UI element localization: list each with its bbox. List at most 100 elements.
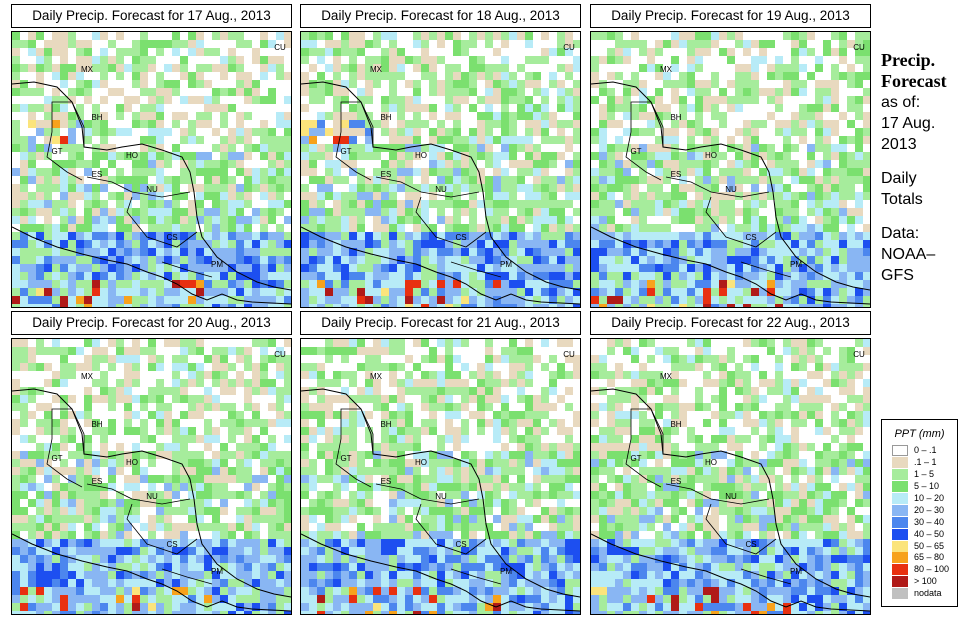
country-label: CU xyxy=(853,43,865,52)
legend-label: 80 – 100 xyxy=(914,564,950,575)
panel-title: Daily Precip. Forecast for 17 Aug., 2013 xyxy=(11,4,292,28)
country-label: HO xyxy=(415,151,427,160)
country-label: NU xyxy=(146,492,158,501)
country-label: PM xyxy=(211,567,223,576)
country-label: MX xyxy=(81,372,94,381)
country-border xyxy=(415,196,487,248)
country-border xyxy=(340,408,374,454)
data-source-line2: NOAA– xyxy=(881,246,936,263)
asof-year: 2013 xyxy=(881,136,917,153)
country-label: CU xyxy=(853,350,865,359)
coastline-south xyxy=(591,226,870,305)
country-label: GT xyxy=(340,147,351,156)
forecast-panel-aug19: Daily Precip. Forecast for 19 Aug., 2013… xyxy=(590,4,871,308)
country-border xyxy=(625,131,662,181)
country-border xyxy=(665,483,770,505)
country-border xyxy=(740,261,792,278)
legend-swatch xyxy=(892,528,908,540)
country-border xyxy=(51,408,85,454)
legend-swatch xyxy=(892,493,908,504)
country-label: MX xyxy=(660,372,673,381)
country-label: NU xyxy=(435,492,447,501)
country-label: BH xyxy=(91,420,102,429)
country-label: HO xyxy=(705,151,717,160)
legend-label: > 100 xyxy=(914,576,937,587)
country-label: GT xyxy=(51,454,62,463)
country-border xyxy=(86,176,191,198)
precip-grid xyxy=(591,32,870,307)
country-label: NU xyxy=(725,185,737,194)
precip-grid xyxy=(591,339,870,614)
legend-swatch xyxy=(892,481,908,493)
legend-item: 0 – .1 xyxy=(882,445,957,457)
legend-label: nodata xyxy=(914,588,942,599)
legend-item: nodata xyxy=(882,588,957,600)
legend-label: 10 – 20 xyxy=(914,493,945,503)
legend-item: > 100 xyxy=(882,576,957,588)
legend-swatch xyxy=(892,552,908,564)
country-label: CU xyxy=(274,350,286,359)
country-border xyxy=(375,483,480,505)
legend-label: 20 – 30 xyxy=(914,504,945,515)
country-label: CU xyxy=(563,350,575,359)
legend-swatch xyxy=(892,457,908,469)
legend-item: 1 – 5 xyxy=(882,469,957,481)
country-label: PM xyxy=(500,260,512,269)
forecast-panel-aug17: Daily Precip. Forecast for 17 Aug., 2013… xyxy=(11,4,292,308)
country-border xyxy=(740,568,792,585)
country-label: PM xyxy=(500,567,512,576)
country-label: PM xyxy=(790,567,802,576)
country-border xyxy=(86,483,191,505)
panel-title: Daily Precip. Forecast for 22 Aug., 2013 xyxy=(590,311,871,335)
legend-item: 5 – 10 xyxy=(882,481,957,493)
sidebar-title-line2: Forecast xyxy=(881,71,947,91)
legend-label: .1 – 1 xyxy=(914,457,937,468)
legend-item: 65 – 80 xyxy=(882,552,957,564)
country-border xyxy=(705,196,777,248)
country-label: ES xyxy=(381,170,392,179)
country-border xyxy=(630,101,664,147)
country-label: NU xyxy=(725,492,737,501)
country-label: HO xyxy=(126,458,138,467)
country-label: CS xyxy=(455,540,466,549)
country-label: GT xyxy=(51,147,62,156)
country-border xyxy=(705,503,777,555)
country-label: CS xyxy=(455,233,466,242)
precip-map: CU MX BH GT HO ES NU CS PM xyxy=(590,31,871,308)
panel-title: Daily Precip. Forecast for 18 Aug., 2013 xyxy=(300,4,581,28)
country-border xyxy=(161,261,213,278)
country-label: HO xyxy=(126,151,138,160)
country-label: BH xyxy=(91,113,102,122)
precip-map: CU MX BH GT HO ES NU CS PM xyxy=(11,338,292,615)
country-label: BH xyxy=(670,420,681,429)
country-label: CS xyxy=(166,233,177,242)
coastline-south xyxy=(12,533,291,612)
country-label: CS xyxy=(745,233,756,242)
data-source-line3: GFS xyxy=(881,267,914,284)
legend-swatch xyxy=(892,564,908,576)
country-border xyxy=(335,131,372,181)
precip-grid xyxy=(301,339,580,614)
country-border xyxy=(161,568,213,585)
precip-grid xyxy=(12,32,291,307)
country-border xyxy=(450,568,502,585)
totals-line1: Daily xyxy=(881,170,917,187)
legend-swatch xyxy=(892,576,908,588)
legend-item: 20 – 30 xyxy=(882,504,957,516)
country-border xyxy=(630,408,664,454)
country-label: MX xyxy=(370,65,383,74)
precip-map: CU MX BH GT HO ES NU CS PM xyxy=(300,31,581,308)
country-label: ES xyxy=(381,477,392,486)
country-border xyxy=(46,131,83,181)
country-border xyxy=(126,196,198,248)
forecast-panel-aug20: Daily Precip. Forecast for 20 Aug., 2013… xyxy=(11,311,292,615)
legend-item: 10 – 20 xyxy=(882,493,957,505)
legend-label: 5 – 10 xyxy=(914,481,940,492)
country-label: GT xyxy=(630,454,641,463)
panel-title: Daily Precip. Forecast for 21 Aug., 2013 xyxy=(300,311,581,335)
country-label: BH xyxy=(670,113,681,122)
legend-swatch xyxy=(892,469,908,481)
country-border xyxy=(375,176,480,198)
legend-label: 0 – .1 xyxy=(914,445,937,456)
